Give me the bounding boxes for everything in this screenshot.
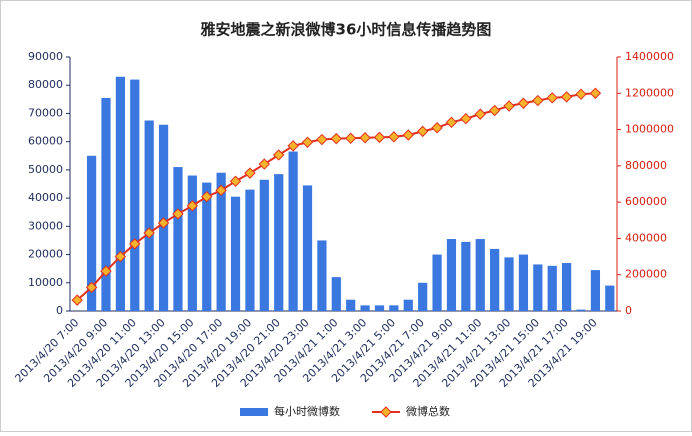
legend-key — [240, 408, 268, 416]
line-marker — [589, 87, 602, 99]
bar — [562, 263, 572, 311]
line-marker — [129, 238, 141, 250]
bar — [288, 151, 298, 311]
line-marker — [229, 175, 242, 187]
y2-tick-label: 800000 — [625, 159, 667, 172]
line-marker — [114, 250, 127, 263]
bar — [274, 174, 284, 311]
bar — [374, 305, 385, 311]
bar — [547, 265, 557, 311]
bar — [331, 277, 341, 311]
y-tick-label: 40000 — [28, 191, 63, 204]
line-marker — [560, 91, 573, 103]
y2-tick-label: 1000000 — [625, 123, 674, 136]
line-marker — [186, 200, 199, 212]
y2-tick-label: 1400000 — [625, 50, 674, 63]
line-marker — [517, 97, 530, 109]
bar — [202, 182, 212, 311]
y2-tick-label: 1200000 — [625, 86, 674, 99]
line-marker — [532, 94, 544, 107]
line-marker — [546, 92, 558, 104]
bar — [590, 270, 601, 311]
bar — [389, 305, 399, 311]
bar — [317, 240, 327, 311]
bar — [504, 257, 514, 311]
legend-key-marker — [380, 406, 392, 418]
y-tick-label: 50000 — [28, 163, 63, 176]
bar — [418, 282, 428, 311]
y2-tick-label: 400000 — [625, 231, 667, 244]
line-marker — [287, 140, 299, 152]
bar — [173, 167, 183, 311]
legend-label: 每小时微博数 — [274, 404, 340, 418]
line-marker — [460, 112, 472, 125]
y-tick-label: 80000 — [28, 78, 63, 91]
line-marker — [157, 217, 170, 229]
line-marker — [416, 125, 429, 138]
y-tick-label: 20000 — [28, 248, 63, 261]
line-marker — [445, 116, 458, 129]
bar — [446, 239, 457, 311]
line-marker — [273, 149, 285, 161]
y2-tick-label: 0 — [625, 304, 632, 317]
line-marker — [431, 122, 443, 134]
bar — [432, 254, 442, 311]
bar — [346, 299, 356, 311]
bar — [475, 239, 485, 311]
line-marker — [85, 281, 98, 294]
y-tick-label: 60000 — [28, 135, 63, 148]
bar — [360, 305, 370, 311]
bar — [144, 120, 154, 311]
line-marker — [172, 208, 184, 220]
line-marker — [488, 104, 501, 117]
line-marker — [316, 133, 328, 146]
bar — [216, 172, 226, 311]
line-marker — [201, 190, 213, 203]
bar — [461, 241, 471, 311]
bar — [302, 185, 313, 311]
legend-label: 微博总数 — [406, 404, 450, 418]
bar — [245, 189, 255, 311]
line-marker — [100, 265, 112, 277]
bar — [101, 97, 111, 311]
line-marker — [402, 129, 414, 141]
bar — [230, 196, 241, 311]
line-marker — [258, 158, 271, 170]
line-marker — [330, 132, 343, 145]
bar — [86, 155, 97, 311]
line-marker — [301, 136, 314, 148]
line-marker — [143, 227, 155, 239]
line-marker — [503, 100, 515, 112]
bar — [187, 175, 197, 311]
line-marker — [71, 294, 83, 306]
bar — [605, 285, 615, 311]
line-marker — [244, 167, 256, 179]
y-tick-label: 10000 — [28, 276, 63, 289]
y-tick-label: 0 — [56, 304, 63, 317]
line-marker — [388, 131, 400, 143]
bar — [115, 76, 125, 311]
bar — [533, 264, 543, 311]
line-marker — [575, 88, 587, 100]
bar — [130, 79, 140, 311]
bar — [576, 309, 586, 311]
line-marker — [474, 108, 486, 120]
y-tick-label: 30000 — [28, 219, 63, 232]
bar — [490, 248, 500, 311]
bar — [259, 179, 269, 311]
bar — [403, 299, 413, 311]
line-marker — [344, 132, 357, 144]
y2-tick-label: 600000 — [625, 195, 667, 208]
bar — [518, 254, 529, 311]
line-marker — [215, 184, 227, 197]
line-marker — [359, 132, 371, 144]
chart-title: 雅安地震之新浪微博36小时信息传播趋势图 — [200, 21, 492, 39]
y-tick-label: 90000 — [28, 50, 63, 63]
y-tick-label: 70000 — [28, 106, 63, 119]
line-marker — [373, 131, 386, 144]
y2-tick-label: 200000 — [625, 268, 667, 281]
